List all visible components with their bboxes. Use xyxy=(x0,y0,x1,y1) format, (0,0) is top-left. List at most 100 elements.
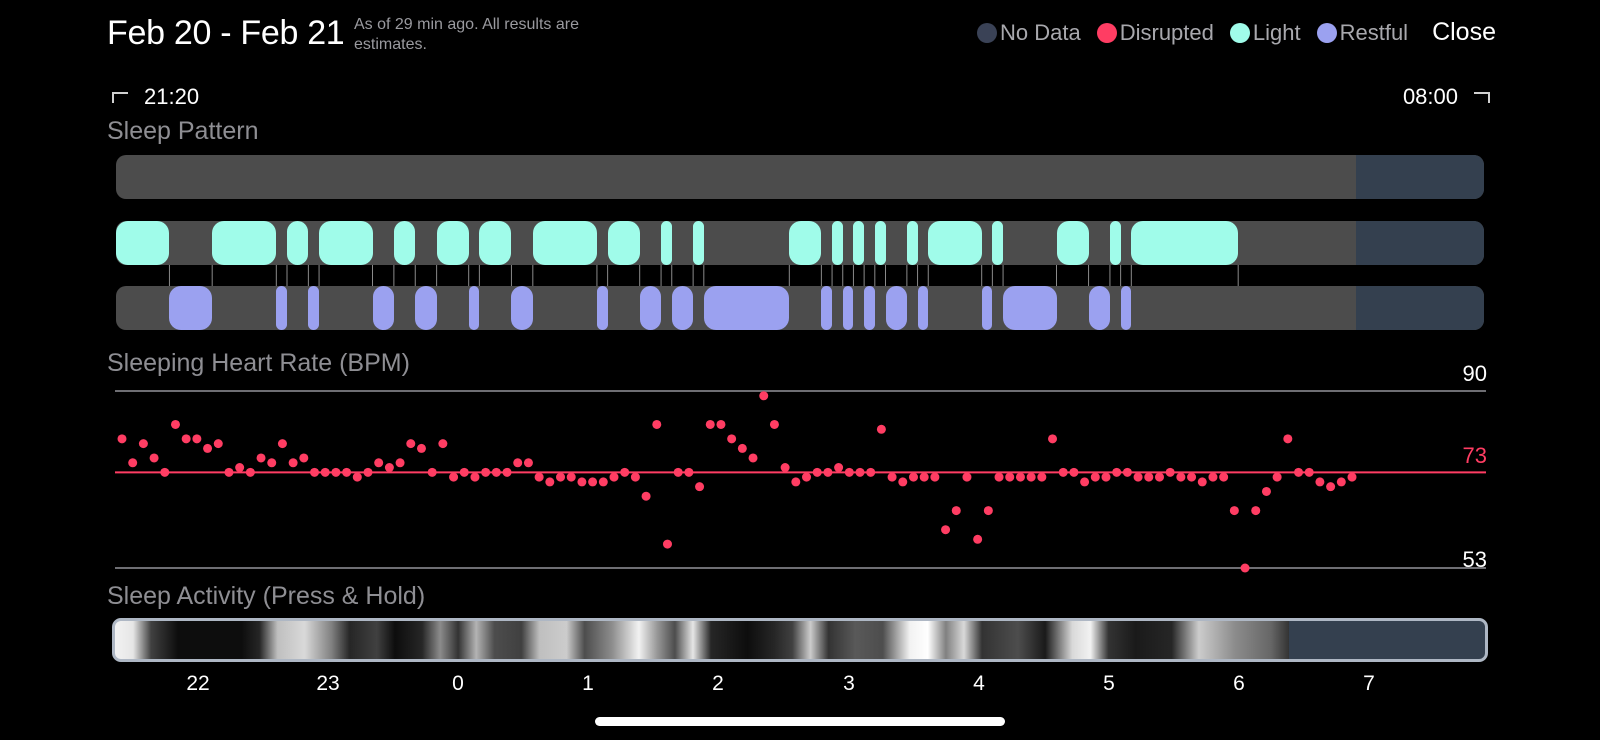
hr-data-point xyxy=(406,439,416,449)
hr-data-point xyxy=(1122,467,1132,477)
hr-data-point xyxy=(973,534,983,544)
restful-segment xyxy=(372,286,394,330)
hr-data-point xyxy=(288,458,298,468)
hour-tick-label: 3 xyxy=(843,672,855,695)
hr-data-point xyxy=(1187,472,1197,482)
hr-data-point xyxy=(887,472,897,482)
hr-data-point xyxy=(459,467,469,477)
hr-data-point xyxy=(1037,472,1047,482)
hr-data-point xyxy=(1144,472,1154,482)
light-segment xyxy=(607,221,640,265)
hr-data-point xyxy=(566,472,576,482)
restful-segment xyxy=(276,286,287,330)
hr-data-point xyxy=(545,477,555,487)
hr-data-point xyxy=(352,472,362,482)
estimate-note: As of 29 min ago. All results are estima… xyxy=(354,16,579,53)
hr-data-point xyxy=(919,472,929,482)
hr-data-point xyxy=(299,453,309,463)
hr-data-point xyxy=(1315,477,1325,487)
light-segment xyxy=(436,221,469,265)
hr-data-point xyxy=(1251,506,1261,516)
hr-max-label: 90 xyxy=(1462,361,1487,386)
hr-data-point xyxy=(598,477,608,487)
hr-data-point xyxy=(1304,467,1314,477)
no-data-segment xyxy=(1356,221,1484,265)
hr-data-point xyxy=(427,467,437,477)
date-range-title: Feb 20 - Feb 21 xyxy=(107,14,345,52)
home-indicator[interactable] xyxy=(595,717,1005,726)
hr-data-point xyxy=(1294,467,1304,477)
end-time: 08:00 xyxy=(1403,84,1490,110)
restful-segment xyxy=(821,286,833,330)
light-segment xyxy=(853,221,865,265)
heart-rate-chart xyxy=(115,390,1486,573)
hour-tick-label: 0 xyxy=(452,672,464,695)
restful-segment xyxy=(169,286,213,330)
hr-data-point xyxy=(395,458,405,468)
hr-data-point xyxy=(844,467,854,477)
hr-data-point xyxy=(1090,472,1100,482)
light-segment xyxy=(287,221,309,265)
restful-segment xyxy=(981,286,993,330)
hr-data-point xyxy=(652,419,662,429)
restful-segment xyxy=(671,286,694,330)
hr-data-point xyxy=(160,467,170,477)
hour-tick-label: 1 xyxy=(582,672,594,695)
hr-data-point xyxy=(994,472,1004,482)
hr-data-point xyxy=(1176,472,1186,482)
hr-data-point xyxy=(320,467,330,477)
hr-data-point xyxy=(1080,477,1090,487)
restful-segment xyxy=(1088,286,1110,330)
hr-data-point xyxy=(331,467,341,477)
legend-item-no-data: No Data xyxy=(977,20,1081,46)
hr-data-point xyxy=(630,472,640,482)
hr-data-point xyxy=(908,472,918,482)
light-segment xyxy=(661,221,672,265)
legend-item-light: Light xyxy=(1229,20,1301,46)
hr-data-point xyxy=(245,467,255,477)
light-segment xyxy=(874,221,886,265)
heart-rate-label: Sleeping Heart Rate (BPM) xyxy=(107,349,410,377)
end-bracket-icon xyxy=(1474,91,1490,103)
hr-data-point xyxy=(256,453,266,463)
hr-data-point xyxy=(534,472,544,482)
hr-data-point xyxy=(759,391,769,401)
close-button[interactable]: Close xyxy=(1432,18,1496,46)
light-segment xyxy=(1109,221,1121,265)
activity-label: Sleep Activity (Press & Hold) xyxy=(107,582,426,610)
legend-dot-icon xyxy=(1229,22,1250,43)
hr-data-point xyxy=(802,472,812,482)
legend-item-restful: Restful xyxy=(1316,20,1408,46)
light-segment xyxy=(532,221,597,265)
restful-segment xyxy=(1120,286,1132,330)
restful-segment xyxy=(842,286,854,330)
hr-data-point xyxy=(310,467,320,477)
hr-data-point xyxy=(695,482,705,492)
hour-tick-label: 22 xyxy=(186,672,210,695)
hr-data-point xyxy=(513,458,523,468)
hr-data-point xyxy=(342,467,352,477)
hr-data-point xyxy=(588,477,598,487)
start-bracket-icon xyxy=(112,91,128,103)
hr-data-point xyxy=(491,467,501,477)
light-segment xyxy=(1056,221,1089,265)
end-time-label: 08:00 xyxy=(1402,84,1458,109)
hr-data-point xyxy=(192,434,202,444)
hr-avg-label: 73 xyxy=(1462,443,1487,468)
light-segment xyxy=(116,221,170,265)
hr-data-point xyxy=(416,443,426,453)
legend-label: No Data xyxy=(1000,19,1081,45)
hr-data-point xyxy=(962,472,972,482)
restful-segment xyxy=(864,286,875,330)
hr-data-point xyxy=(951,506,961,516)
light-segment xyxy=(479,221,512,265)
hr-data-point xyxy=(1069,467,1079,477)
hr-data-point xyxy=(684,467,694,477)
start-time: 21:20 xyxy=(112,84,199,110)
hr-data-point xyxy=(502,467,512,477)
hr-data-point xyxy=(983,506,993,516)
light-segment xyxy=(393,221,416,265)
activity-scrubber[interactable] xyxy=(112,618,1488,662)
hr-data-point xyxy=(374,458,384,468)
hour-tick-label: 7 xyxy=(1363,672,1375,695)
